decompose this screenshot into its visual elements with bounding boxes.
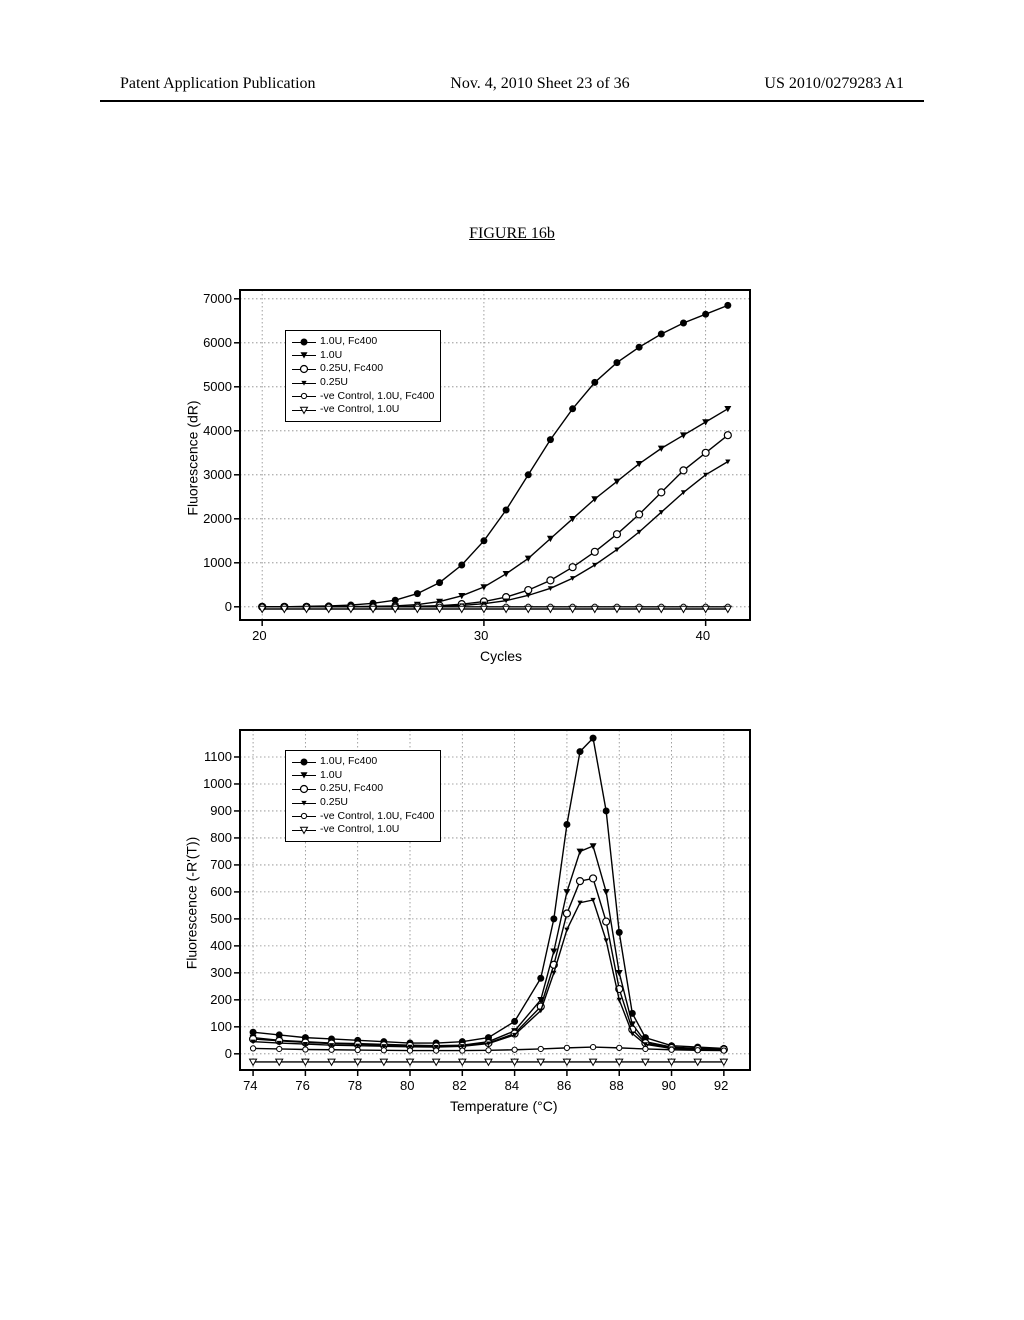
legend-item: 1.0U, Fc400 (292, 335, 434, 349)
xtick-label: 86 (557, 1078, 571, 1093)
legend-label: 1.0U, Fc400 (320, 755, 377, 769)
ytick-label: 900 (192, 803, 232, 818)
xtick-label: 92 (714, 1078, 728, 1093)
header-center: Nov. 4, 2010 Sheet 23 of 36 (450, 75, 629, 93)
ytick-label: 6000 (192, 335, 232, 350)
legend-label: 1.0U, Fc400 (320, 335, 377, 349)
xtick-label: 90 (662, 1078, 676, 1093)
xtick-label: 82 (452, 1078, 466, 1093)
legend-item: -ve Control, 1.0U, Fc400 (292, 390, 434, 404)
ytick-label: 500 (192, 911, 232, 926)
xtick-label: 40 (696, 628, 710, 643)
ytick-label: 400 (192, 938, 232, 953)
ytick-label: 100 (192, 1019, 232, 1034)
xtick-label: 78 (348, 1078, 362, 1093)
legend-marker-icon (292, 378, 316, 388)
ytick-label: 1000 (192, 555, 232, 570)
legend-item: 1.0U (292, 769, 434, 783)
legend-label: -ve Control, 1.0U (320, 403, 399, 417)
page-header: Patent Application Publication Nov. 4, 2… (0, 75, 1024, 93)
legend-item: 0.25U (292, 796, 434, 810)
legend-marker-icon (292, 811, 316, 821)
legend-label: -ve Control, 1.0U, Fc400 (320, 810, 434, 824)
legend-label: -ve Control, 1.0U, Fc400 (320, 390, 434, 404)
legend-marker-icon (292, 405, 316, 415)
legend-label: 0.25U, Fc400 (320, 362, 383, 376)
xtick-label: 20 (252, 628, 266, 643)
legend-item: -ve Control, 1.0U (292, 403, 434, 417)
legend-item: 1.0U (292, 349, 434, 363)
ytick-label: 1000 (192, 776, 232, 791)
ytick-label: 3000 (192, 467, 232, 482)
header-divider (100, 100, 924, 102)
legend-marker-icon (292, 798, 316, 808)
legend-label: 0.25U (320, 376, 348, 390)
legend-label: 0.25U (320, 796, 348, 810)
legend-marker-icon (292, 337, 316, 347)
legend-item: 0.25U, Fc400 (292, 362, 434, 376)
xtick-label: 84 (505, 1078, 519, 1093)
legend-label: -ve Control, 1.0U (320, 823, 399, 837)
header-left: Patent Application Publication (120, 75, 316, 93)
legend-marker-icon (292, 825, 316, 835)
ytick-label: 600 (192, 884, 232, 899)
legend-marker-icon (292, 757, 316, 767)
ytick-label: 200 (192, 992, 232, 1007)
ytick-label: 7000 (192, 291, 232, 306)
xtick-label: 76 (295, 1078, 309, 1093)
legend-item: -ve Control, 1.0U, Fc400 (292, 810, 434, 824)
legend-marker-icon (292, 391, 316, 401)
legend-marker-icon (292, 350, 316, 360)
ytick-label: 5000 (192, 379, 232, 394)
melt-curve-chart: Fluorescence (-R'(T)) 747678808284868890… (180, 720, 770, 1120)
ytick-label: 0 (192, 599, 232, 614)
chart-legend: 1.0U, Fc400 1.0U 0.25U, Fc400 0.25U (285, 330, 441, 422)
ytick-label: 800 (192, 830, 232, 845)
ytick-label: 700 (192, 857, 232, 872)
xtick-label: 80 (400, 1078, 414, 1093)
legend-item: 1.0U, Fc400 (292, 755, 434, 769)
ytick-label: 2000 (192, 511, 232, 526)
legend-marker-icon (292, 784, 316, 794)
ytick-label: 300 (192, 965, 232, 980)
xtick-label: 74 (243, 1078, 257, 1093)
ytick-label: 1100 (192, 749, 232, 764)
legend-item: -ve Control, 1.0U (292, 823, 434, 837)
ytick-label: 0 (192, 1046, 232, 1061)
legend-marker-icon (292, 770, 316, 780)
chart-legend: 1.0U, Fc400 1.0U 0.25U, Fc400 0.25U (285, 750, 441, 842)
legend-marker-icon (292, 364, 316, 374)
legend-item: 0.25U, Fc400 (292, 782, 434, 796)
figure-title: FIGURE 16b (469, 225, 555, 243)
legend-label: 1.0U (320, 769, 342, 783)
chart2-xlabel: Temperature (°C) (450, 1098, 558, 1114)
amplification-chart: Fluorescence (dR) 2030400100020003000400… (180, 280, 770, 670)
ytick-label: 4000 (192, 423, 232, 438)
xtick-label: 88 (609, 1078, 623, 1093)
xtick-label: 30 (474, 628, 488, 643)
chart1-xlabel: Cycles (480, 648, 522, 664)
legend-label: 1.0U (320, 349, 342, 363)
legend-item: 0.25U (292, 376, 434, 390)
legend-label: 0.25U, Fc400 (320, 782, 383, 796)
header-right: US 2010/0279283 A1 (764, 75, 904, 93)
